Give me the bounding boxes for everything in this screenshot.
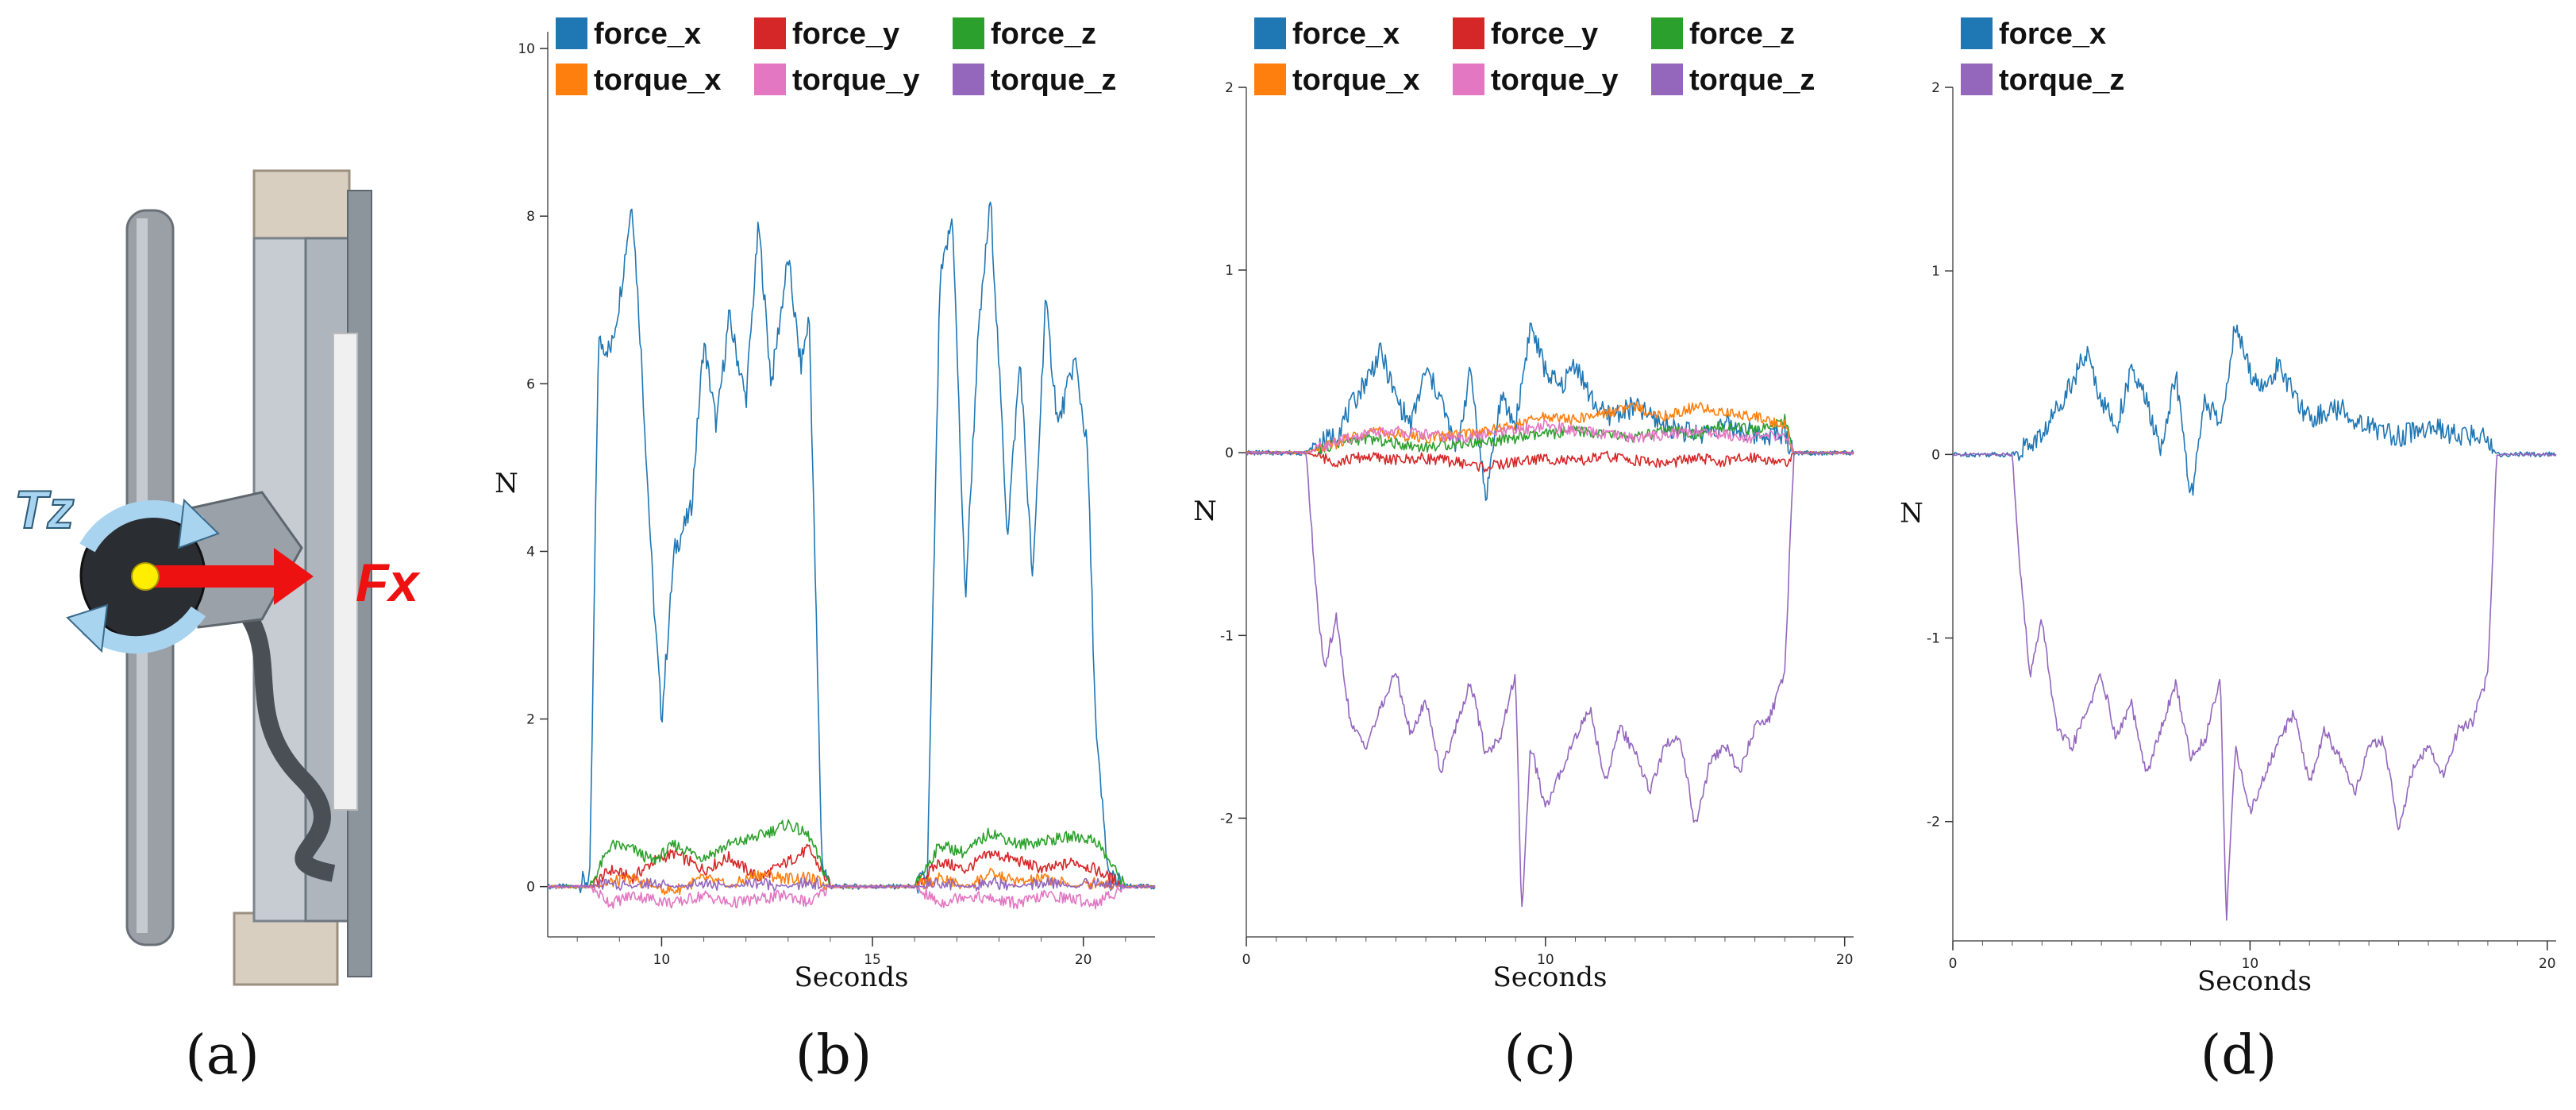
chart-d-x-axis-title: Seconds [2197,965,2312,992]
chart-b-y-tick-label: 2 [526,712,535,728]
chart-b-y-tick-label: 4 [526,544,535,560]
chart-d-y-tick-label: 0 [1931,447,1940,463]
chart-c-legend-swatch-torque-z [1651,64,1683,95]
frame-cable [231,597,336,882]
chart-c-y-tick-label: 2 [1225,80,1234,96]
chart-c-x-tick-label: 20 [1836,952,1854,968]
chart-d-y-tick-label: 1 [1931,264,1940,279]
panel-label-b: (b) [795,1024,872,1087]
chart-d-x-tick-label: 10 [2242,956,2259,972]
chart-c-x-axis-title: Seconds [1492,962,1607,992]
chart-c-y-tick-label: -1 [1220,628,1234,644]
chart-d-y-axis-title: N [1900,498,1923,530]
chart-b-series [547,201,1156,910]
force-arrow-shaft [147,565,278,588]
chart-c-series-force-z [1246,414,1854,455]
chart-c-legend-label-force-z: force_z [1689,17,1795,51]
chart-c-legend: force_x force_y force_z torque_x torque_y tor… [1254,17,1815,97]
panel-label-a: (a) [185,1024,260,1087]
chart-b-axes: 10 15 20 0 2 4 6 8 10 Seconds N [495,32,1155,992]
chart-c-legend-swatch-force-x [1254,17,1286,49]
chart-c-y-axis-title: N [1193,495,1217,527]
chart-c-legend-swatch-torque-y [1453,64,1484,95]
chart-d-legend-swatch-torque-z [1961,64,1993,95]
chart-c-y-tick-label: -2 [1220,811,1234,827]
chart-b-y-tick-label: 8 [526,209,535,225]
chart-b-y-tick-label: 10 [518,41,535,57]
frame-bottom-block [233,912,339,986]
chart-d-axes: 0 10 20 -2 -1 0 1 2 Seconds N [1900,80,2556,992]
panel-label-c: (c) [1504,1024,1577,1087]
chart-b-y-tick-label: 6 [526,376,535,392]
chart-b-legend-label-force-x: force_x [594,17,701,51]
chart-b-legend-label-torque-z: torque_z [991,64,1116,97]
chart-b-y-axis-title: N [495,468,518,499]
sensor-center-dot [131,562,160,591]
chart-d-legend-label-torque-z: torque_z [1999,64,2124,97]
chart-b-x-tick-label: 15 [864,952,881,968]
frame-top-block [252,169,351,244]
chart-b-legend-swatch-torque-y [754,64,786,95]
chart-b-series-force-x [547,201,1156,894]
frame-white-edge [333,333,358,811]
chart-b-series-torque-z [547,877,1156,892]
chart-b-legend-label-torque-x: torque_x [594,64,721,97]
chart-c-series-force-x [1246,322,1854,502]
chart-c-series-torque-z [1246,450,1854,908]
chart-b-series-torque-x [547,867,1156,896]
chart-d-legend: force_x torque_z [1961,17,2124,97]
chart-c-legend-label-force-y: force_y [1491,17,1598,51]
chart-c-legend-swatch-force-z [1651,17,1683,49]
chart-c-legend-swatch-force-y [1453,17,1484,49]
chart-b-series-force-z [547,819,1156,889]
chart-c-y-tick-label: 0 [1225,445,1234,461]
chart-d-legend-label-force-x: force_x [1999,17,2106,51]
chart-c-y-tick-label: 1 [1225,263,1234,279]
chart-b-legend-label-torque-y: torque_y [792,64,919,97]
chart-c-series-torque-y [1246,419,1854,455]
chart-b-legend-swatch-force-z [953,17,984,49]
chart-b-legend-swatch-force-y [754,17,786,49]
torque-label: Tz [14,480,75,540]
chart-b-legend: force_x force_y force_z torque_x torque_y tor… [556,17,1116,97]
panel-label-d: (d) [2200,1024,2278,1087]
chart-c-x-tick-label: 10 [1537,952,1554,968]
chart-b-x-tick-label: 20 [1075,952,1092,968]
chart-c-legend-label-torque-x: torque_x [1292,64,1419,97]
chart-c-series-force-y [1246,450,1854,473]
chart-d-series [1952,324,2557,921]
chart-b-legend-label-force-y: force_y [792,17,899,51]
torque-arrowhead-bottom [66,603,109,653]
chart-b-legend-label-force-z: force_z [991,17,1096,51]
chart-d-series-force-x [1952,324,2557,496]
chart-c-legend-label-force-x: force_x [1292,17,1400,51]
chart-d-legend-swatch-force-x [1961,17,1993,49]
force-arrow-head [274,548,314,605]
chart-c-axes: 0 10 20 -2 -1 0 1 2 Seconds N [1193,80,1854,992]
chart-d-y-tick-label: 2 [1931,80,1940,96]
chart-d: 0 10 20 -2 -1 0 1 2 Seconds N force_x torque_z [1900,17,2557,992]
sensor-rig-illustration: Tz Fx [13,169,422,986]
chart-b-legend-swatch-torque-z [953,64,984,95]
torque-arrowhead-top [177,498,220,549]
chart-b-x-axis-title: Seconds [794,962,908,992]
chart-d-y-tick-label: -2 [1927,815,1940,831]
chart-c-legend-swatch-torque-x [1254,64,1286,95]
force-label: Fx [356,553,422,613]
chart-c-legend-label-torque-y: torque_y [1491,64,1618,97]
chart-b-series-torque-y [547,883,1156,910]
chart-b-x-tick-label: 10 [653,952,671,968]
chart-d-y-tick-label: -1 [1927,631,1940,647]
chart-c-legend-label-torque-z: torque_z [1689,64,1815,97]
chart-b-legend-swatch-force-x [556,17,587,49]
chart-b-legend-swatch-torque-x [556,64,587,95]
chart-c-series [1246,322,1854,908]
chart-b-y-tick-label: 0 [526,880,535,896]
chart-c-x-tick-label: 0 [1242,952,1251,968]
chart-d-x-tick-label: 0 [1949,956,1958,972]
chart-d-series-torque-z [1952,452,2557,921]
chart-d-x-tick-label: 20 [2539,956,2556,972]
